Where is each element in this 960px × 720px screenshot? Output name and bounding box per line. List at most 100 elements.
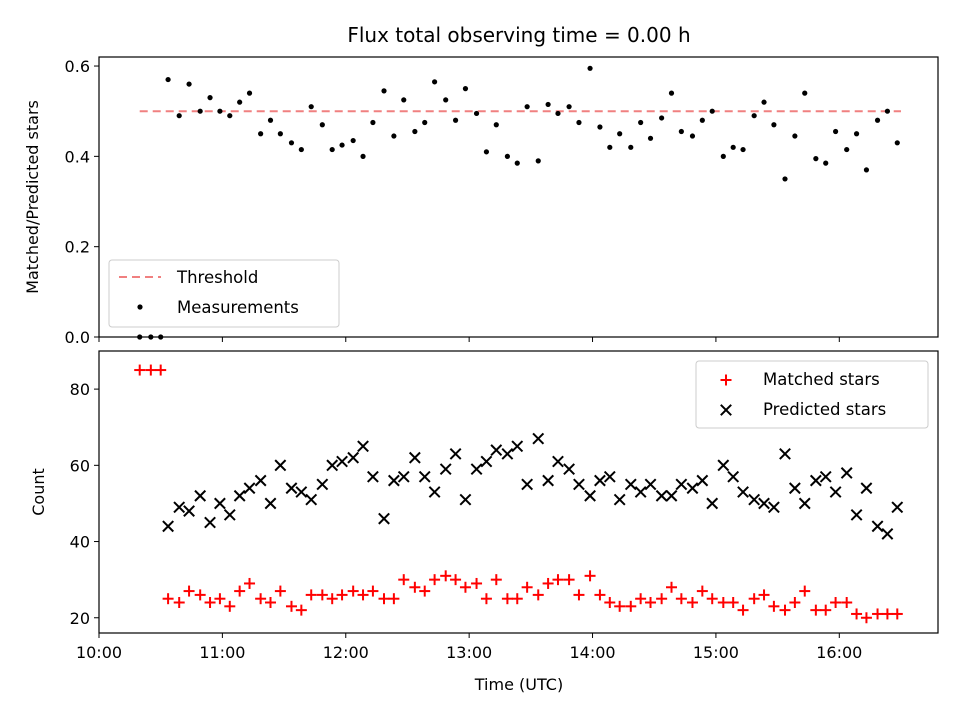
matched-star-point bbox=[316, 589, 328, 601]
matched-star-point bbox=[768, 600, 780, 612]
measurement-point bbox=[720, 153, 726, 159]
matched-star-point bbox=[820, 604, 832, 616]
predicted-star-point bbox=[449, 447, 462, 460]
matched-star-point bbox=[347, 585, 359, 597]
measurement-point bbox=[483, 149, 490, 155]
legend-threshold-label: Threshold bbox=[176, 268, 258, 287]
measurement-point bbox=[659, 115, 665, 121]
predicted-star-point bbox=[737, 486, 749, 498]
bottom-legend-box bbox=[695, 360, 929, 429]
matched-star-point bbox=[429, 574, 441, 586]
top-axis-ticks: 0.0 0.2 0.4 0.6 bbox=[65, 57, 840, 347]
x-tick-label: 16:00 bbox=[816, 643, 862, 662]
bottom-plot-frame bbox=[98, 350, 939, 634]
predicted-star-point bbox=[254, 474, 267, 487]
measurement-point bbox=[443, 97, 449, 103]
measurement-point bbox=[473, 110, 480, 117]
measurement-point bbox=[874, 117, 881, 123]
measurement-point bbox=[894, 140, 900, 146]
predicted-star-point bbox=[717, 459, 730, 472]
predicted-star-point bbox=[336, 455, 348, 468]
predicted-star-point bbox=[223, 508, 236, 521]
predicted-star-point bbox=[316, 478, 329, 491]
predicted-star-point bbox=[183, 505, 195, 517]
matched-star-point bbox=[860, 612, 872, 624]
matched-star-point bbox=[173, 597, 185, 609]
measurement-point bbox=[207, 95, 213, 101]
matched-star-point bbox=[511, 593, 523, 605]
measurement-point bbox=[258, 131, 264, 137]
predicted-star-point bbox=[552, 455, 564, 468]
top-y-tick-label: 0.2 bbox=[65, 238, 90, 257]
measurement-point bbox=[298, 146, 304, 153]
measurement-point bbox=[647, 135, 654, 141]
top-legend: Threshold Measurements bbox=[108, 259, 340, 328]
measurement-point bbox=[186, 81, 192, 87]
predicted-star-point bbox=[871, 520, 884, 533]
predicted-star-point bbox=[686, 482, 699, 495]
predicted-star-point bbox=[387, 474, 400, 487]
measurement-point bbox=[792, 133, 798, 139]
predicted-star-point bbox=[428, 486, 441, 498]
legend-plus-marker bbox=[720, 374, 732, 386]
predicted-star-point bbox=[696, 474, 709, 487]
matched-star-point bbox=[810, 604, 822, 616]
x-axis-label: Time (UTC) bbox=[474, 675, 563, 694]
predicted-star-point bbox=[204, 516, 216, 529]
matched-star-point bbox=[490, 574, 502, 586]
matched-star-point bbox=[388, 593, 400, 605]
matched-star-point bbox=[532, 589, 544, 601]
matched-star-point bbox=[706, 593, 718, 605]
predicted-star-point bbox=[829, 486, 842, 498]
measurement-point bbox=[709, 108, 715, 114]
predicted-star-point bbox=[573, 478, 585, 491]
predicted-star-point bbox=[819, 470, 832, 483]
matched-star-point bbox=[305, 589, 317, 601]
matched-star-point bbox=[748, 593, 760, 605]
measurement-point bbox=[339, 142, 345, 148]
measurement-point bbox=[832, 128, 839, 135]
matched-star-point bbox=[409, 581, 421, 593]
matched-star-point bbox=[255, 593, 267, 605]
measurement-point bbox=[237, 99, 243, 105]
predicted-star-point bbox=[532, 432, 545, 445]
measurement-point bbox=[165, 76, 171, 83]
top-panel: 0.0 0.2 0.4 0.6 Matched/Predicted stars Thr… bbox=[23, 56, 939, 347]
legend-matched-swatch bbox=[720, 374, 732, 386]
measurement-point bbox=[535, 158, 541, 164]
measurement-point bbox=[246, 90, 253, 96]
measurement-point bbox=[319, 122, 325, 128]
matched-star-point bbox=[799, 585, 811, 597]
predicted-star-point bbox=[644, 478, 657, 491]
measurement-point bbox=[514, 160, 520, 166]
matched-star-point bbox=[234, 585, 246, 597]
measurement-point bbox=[360, 153, 366, 159]
measurement-point bbox=[628, 144, 634, 150]
matched-star-point bbox=[501, 593, 513, 605]
matched-star-point bbox=[145, 364, 157, 376]
legend-predicted-label: Predicted stars bbox=[763, 400, 886, 419]
predicted-star-point bbox=[840, 467, 853, 479]
matched-star-point bbox=[398, 574, 410, 586]
predicted-star-point bbox=[788, 482, 801, 495]
matched-star-point bbox=[717, 597, 729, 609]
matched-star-point bbox=[604, 597, 616, 609]
x-tick-label: 15:00 bbox=[693, 643, 739, 662]
predicted-star-point bbox=[470, 463, 483, 476]
predicted-star-point bbox=[439, 463, 452, 476]
matched-star-point bbox=[563, 574, 575, 586]
matched-star-point bbox=[696, 585, 708, 597]
measurement-point bbox=[370, 119, 376, 126]
legend-matched-label: Matched stars bbox=[763, 370, 880, 389]
bottom-legend: Matched stars Predicted stars bbox=[695, 360, 929, 429]
predicted-star-point bbox=[233, 489, 246, 502]
matched-star-point bbox=[675, 593, 687, 605]
predicted-star-point bbox=[655, 489, 668, 502]
predicted-star-point bbox=[243, 482, 256, 495]
predicted-star-point bbox=[418, 470, 431, 483]
predicted-star-point bbox=[891, 501, 904, 514]
matched-star-point bbox=[573, 589, 585, 601]
measurement-point bbox=[597, 124, 603, 130]
measurement-point bbox=[227, 113, 233, 119]
predicted-star-point bbox=[173, 501, 186, 514]
